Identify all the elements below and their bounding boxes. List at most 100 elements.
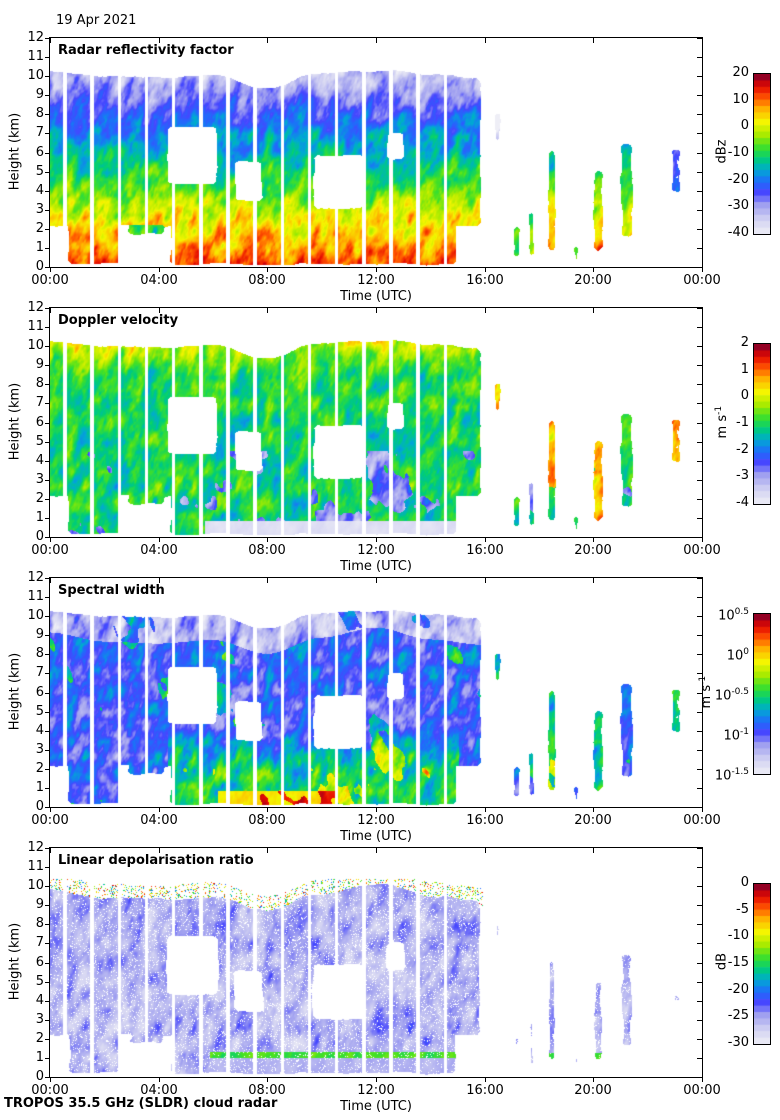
- x-tick-label: 00:00: [683, 1083, 721, 1098]
- x-tick-label: 20:00: [574, 1083, 612, 1098]
- y-axis-tick: [45, 578, 50, 579]
- instrument-footer-label: TROPOS 35.5 GHz (SLDR) cloud radar: [4, 1096, 278, 1111]
- x-axis-tick: [485, 308, 486, 313]
- y-tick-label: 2: [35, 221, 44, 236]
- x-tick-label: 16:00: [466, 813, 504, 828]
- colorbar-tick-label: -1: [736, 415, 749, 430]
- colorbar-tick-label: -3: [736, 468, 749, 484]
- x-axis-tick: [50, 1077, 51, 1082]
- y-axis-tick: [45, 153, 50, 154]
- x-axis-tick: [159, 1077, 160, 1082]
- x-axis-tick: [50, 308, 51, 313]
- x-tick-label: 00:00: [683, 813, 721, 828]
- y-tick-label: 6: [35, 145, 44, 160]
- y-axis-tick: [45, 1077, 50, 1078]
- y-axis-tick: [697, 731, 702, 732]
- y-axis-tick: [45, 905, 50, 906]
- y-tick-label: 11: [27, 859, 44, 874]
- y-axis-tick: [45, 210, 50, 211]
- y-axis-tick: [45, 38, 50, 39]
- x-axis-tick: [485, 267, 486, 272]
- colorbar-canvas: [753, 73, 771, 235]
- y-axis-tick: [697, 982, 702, 983]
- y-axis-tick: [697, 1001, 702, 1002]
- panel-title: Doppler velocity: [58, 313, 179, 328]
- y-tick-label: 3: [35, 472, 44, 487]
- y-axis-tick: [697, 867, 702, 868]
- x-axis-tick: [593, 807, 594, 812]
- y-axis-tick: [697, 635, 702, 636]
- y-axis-tick: [45, 867, 50, 868]
- y-axis-tick: [697, 248, 702, 249]
- y-axis-tick: [45, 191, 50, 192]
- x-axis-tick: [50, 848, 51, 853]
- x-axis-tick: [50, 267, 51, 272]
- x-axis-tick: [702, 848, 703, 853]
- y-axis-tick: [697, 769, 702, 770]
- x-axis-tick: [267, 537, 268, 542]
- y-axis-tick: [697, 1058, 702, 1059]
- panel-doppler-velocity: Doppler velocity Height (km) Time (UTC) …: [0, 300, 780, 574]
- y-tick-label: 1: [35, 510, 44, 525]
- x-axis-tick: [159, 848, 160, 853]
- colorbar-tick-label: -2: [736, 441, 749, 457]
- y-tick-label: 9: [35, 897, 44, 912]
- x-axis-tick: [50, 807, 51, 812]
- y-axis-tick: [697, 308, 702, 309]
- ldr-heatmap-canvas: [50, 848, 702, 1077]
- y-axis-tick: [45, 963, 50, 964]
- y-axis-tick: [697, 963, 702, 964]
- x-axis-tick: [702, 38, 703, 43]
- x-axis-tick: [485, 807, 486, 812]
- velocity-heatmap-canvas: [50, 308, 702, 537]
- x-tick-label: 20:00: [574, 813, 612, 828]
- x-axis-tick: [593, 38, 594, 43]
- x-axis-label: Time (UTC): [340, 289, 412, 304]
- x-tick-label: 12:00: [357, 1083, 395, 1098]
- x-axis-tick: [485, 537, 486, 542]
- x-axis-tick: [485, 578, 486, 583]
- y-axis-tick: [697, 480, 702, 481]
- y-tick-label: 7: [35, 935, 44, 950]
- y-axis-tick: [45, 712, 50, 713]
- y-axis-tick: [697, 807, 702, 808]
- colorbar-tick-label: 10-1: [723, 727, 749, 744]
- y-tick-label: 8: [35, 916, 44, 931]
- y-axis-tick: [45, 924, 50, 925]
- x-axis-tick: [159, 38, 160, 43]
- y-axis-tick: [697, 210, 702, 211]
- colorbar-tick-label: 100: [726, 647, 749, 664]
- y-axis-tick: [45, 267, 50, 268]
- y-tick-label: 10: [27, 68, 44, 83]
- y-tick-label: 12: [27, 840, 44, 855]
- y-tick-label: 0: [35, 259, 44, 274]
- x-axis-tick: [376, 267, 377, 272]
- y-tick-label: 0: [35, 1069, 44, 1084]
- x-axis-label: Time (UTC): [340, 1099, 412, 1114]
- x-axis-tick: [159, 537, 160, 542]
- y-axis-tick: [45, 848, 50, 849]
- y-tick-label: 4: [35, 183, 44, 198]
- x-axis-tick: [702, 537, 703, 542]
- y-axis-tick: [45, 57, 50, 58]
- y-tick-label: 5: [35, 704, 44, 719]
- panel-radar-reflectivity-factor: Radar reflectivity factor Height (km) Ti…: [0, 30, 780, 304]
- x-tick-label: 20:00: [574, 273, 612, 288]
- y-axis-tick: [697, 616, 702, 617]
- x-tick-label: 08:00: [248, 1083, 286, 1098]
- y-axis-tick: [697, 442, 702, 443]
- y-axis-tick: [45, 537, 50, 538]
- colorbar-tick-label: 2: [740, 335, 749, 350]
- y-axis-tick: [697, 38, 702, 39]
- y-axis-tick: [697, 114, 702, 115]
- y-axis-tick: [697, 499, 702, 500]
- x-axis-tick: [593, 1077, 594, 1082]
- y-axis-tick: [45, 731, 50, 732]
- y-axis-tick: [697, 788, 702, 789]
- y-axis-tick: [45, 114, 50, 115]
- colorbar-canvas: [753, 613, 771, 775]
- x-axis-tick: [376, 38, 377, 43]
- colorbar-tick-label: 0: [740, 875, 749, 890]
- x-axis-tick: [267, 578, 268, 583]
- colorbar-tick-label: 0: [740, 388, 749, 404]
